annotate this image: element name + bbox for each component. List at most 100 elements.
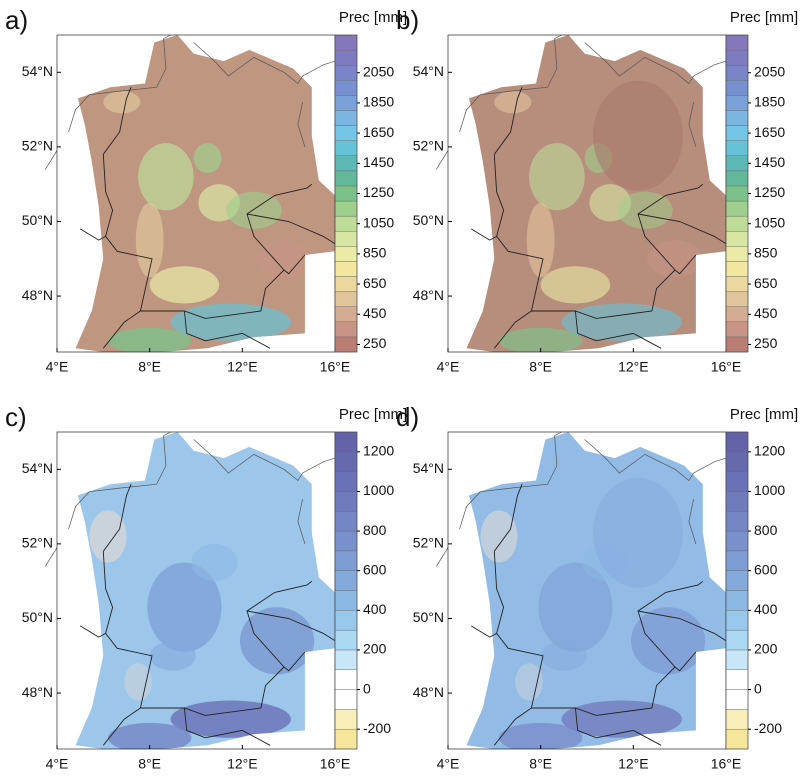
- field-detail: [480, 477, 706, 749]
- panel-label: d): [396, 402, 419, 432]
- coastline: [688, 102, 697, 148]
- x-tick-label: 4°E: [46, 359, 69, 375]
- colorbar-band: [334, 170, 358, 187]
- y-tick-label: 48°N: [413, 684, 444, 700]
- colorbar-band: [725, 185, 749, 202]
- colorbar-tick-label: 800: [754, 522, 778, 538]
- y-tick-label: 50°N: [413, 212, 444, 228]
- y-tick-label: 52°N: [22, 535, 53, 551]
- y-tick-label: 50°N: [413, 609, 444, 625]
- colorbar-band: [725, 215, 749, 232]
- panel-label: a): [5, 5, 28, 35]
- colorbar-tick-label: 850: [754, 245, 778, 261]
- colorbar-tick-label: 250: [363, 335, 387, 351]
- colorbar-band: [334, 451, 358, 472]
- colorbar-band: [725, 34, 749, 51]
- colorbar-band: [334, 530, 358, 552]
- border: [637, 610, 727, 642]
- y-tick-label: 48°N: [413, 287, 444, 303]
- colorbar-tick-label: -200: [754, 720, 782, 736]
- colorbar-tick-label: 1000: [363, 482, 394, 498]
- border: [183, 310, 271, 349]
- colorbar-band: [334, 610, 358, 631]
- field-patch: [592, 80, 683, 191]
- field-patch: [149, 640, 196, 671]
- field-patch: [494, 90, 532, 114]
- colorbar-band: [725, 336, 749, 353]
- colorbar-band: [725, 246, 749, 262]
- colorbar-band: [334, 728, 358, 750]
- x-tick-label: 12°E: [227, 756, 258, 772]
- colorbar-band: [334, 336, 358, 353]
- colorbar-tick-label: 600: [754, 561, 778, 577]
- x-tick-label: 4°E: [437, 756, 460, 772]
- y-tick-label: 52°N: [413, 535, 444, 551]
- x-tick-label: 12°E: [227, 359, 258, 375]
- colorbar-band: [334, 140, 358, 156]
- panel-label: b): [396, 5, 419, 35]
- field-patch: [193, 143, 222, 173]
- colorbar-band: [725, 170, 749, 187]
- colorbar-band: [334, 709, 358, 730]
- colorbar-tick-label: 1050: [363, 214, 394, 230]
- map-panel: 4°E 8°E 12°E 16°E 48°N 50°N 52°N 54°N a) 250 450 65…: [5, 5, 407, 375]
- colorbar-title: Prec [mm]: [339, 406, 407, 423]
- border: [674, 254, 697, 275]
- colorbar-band: [725, 550, 749, 571]
- border: [493, 551, 704, 716]
- colorbar-band: [334, 215, 358, 232]
- border: [283, 254, 306, 275]
- field-patch: [191, 543, 238, 582]
- field-patch: [170, 303, 291, 341]
- field-patch: [147, 562, 222, 653]
- colorbar-tick-label: 1450: [754, 154, 785, 170]
- colorbar-band: [725, 451, 749, 472]
- coastline: [459, 431, 562, 530]
- colorbar-tick-label: 1250: [363, 184, 394, 200]
- field-patch: [529, 143, 585, 211]
- y-tick-label: 50°N: [22, 212, 53, 228]
- x-tick-label: 16°E: [711, 359, 742, 375]
- colorbar-band: [725, 570, 749, 591]
- field-patch: [124, 663, 152, 701]
- border: [102, 484, 132, 552]
- colorbar-band: [334, 49, 358, 66]
- x-tick-label: 16°E: [711, 756, 742, 772]
- coastline: [436, 547, 449, 567]
- x-tick-label: 8°E: [529, 359, 552, 375]
- coastline: [688, 499, 697, 545]
- colorbar-band: [725, 728, 749, 750]
- border: [102, 551, 313, 716]
- x-tick-label: 12°E: [618, 359, 649, 375]
- colorbar-band: [334, 261, 358, 277]
- colorbar-frame: [334, 431, 358, 750]
- colorbar-tick-label: 1650: [754, 124, 785, 140]
- field-patch: [107, 722, 192, 749]
- y-tick-label: 48°N: [22, 684, 53, 700]
- coastline: [45, 547, 58, 567]
- colorbar-band: [725, 155, 749, 172]
- field-detail: [89, 510, 315, 749]
- colorbar-tick-label: 1000: [754, 482, 785, 498]
- coastline: [584, 42, 727, 85]
- field-patch: [631, 607, 706, 675]
- border: [246, 213, 336, 245]
- colorbar-band: [725, 491, 749, 512]
- colorbar-band: [334, 590, 358, 611]
- colorbar-band: [725, 629, 749, 651]
- coastline: [68, 431, 171, 530]
- colorbar-band: [725, 610, 749, 631]
- field-patch: [540, 266, 611, 304]
- field-patch: [561, 700, 682, 738]
- colorbar-tick-label: 400: [754, 601, 778, 617]
- colorbar-title: Prec [mm]: [730, 406, 798, 423]
- border: [183, 707, 271, 746]
- y-tick-label: 54°N: [413, 63, 444, 79]
- map-panel: 4°E 8°E 12°E 16°E 48°N 50°N 52°N 54°N b) 250 450 65…: [396, 5, 798, 375]
- field-patch: [170, 700, 291, 738]
- border: [637, 213, 727, 245]
- coastline: [584, 439, 727, 482]
- field-patch: [647, 240, 703, 278]
- coastline: [297, 499, 306, 545]
- colorbar-band: [725, 669, 749, 690]
